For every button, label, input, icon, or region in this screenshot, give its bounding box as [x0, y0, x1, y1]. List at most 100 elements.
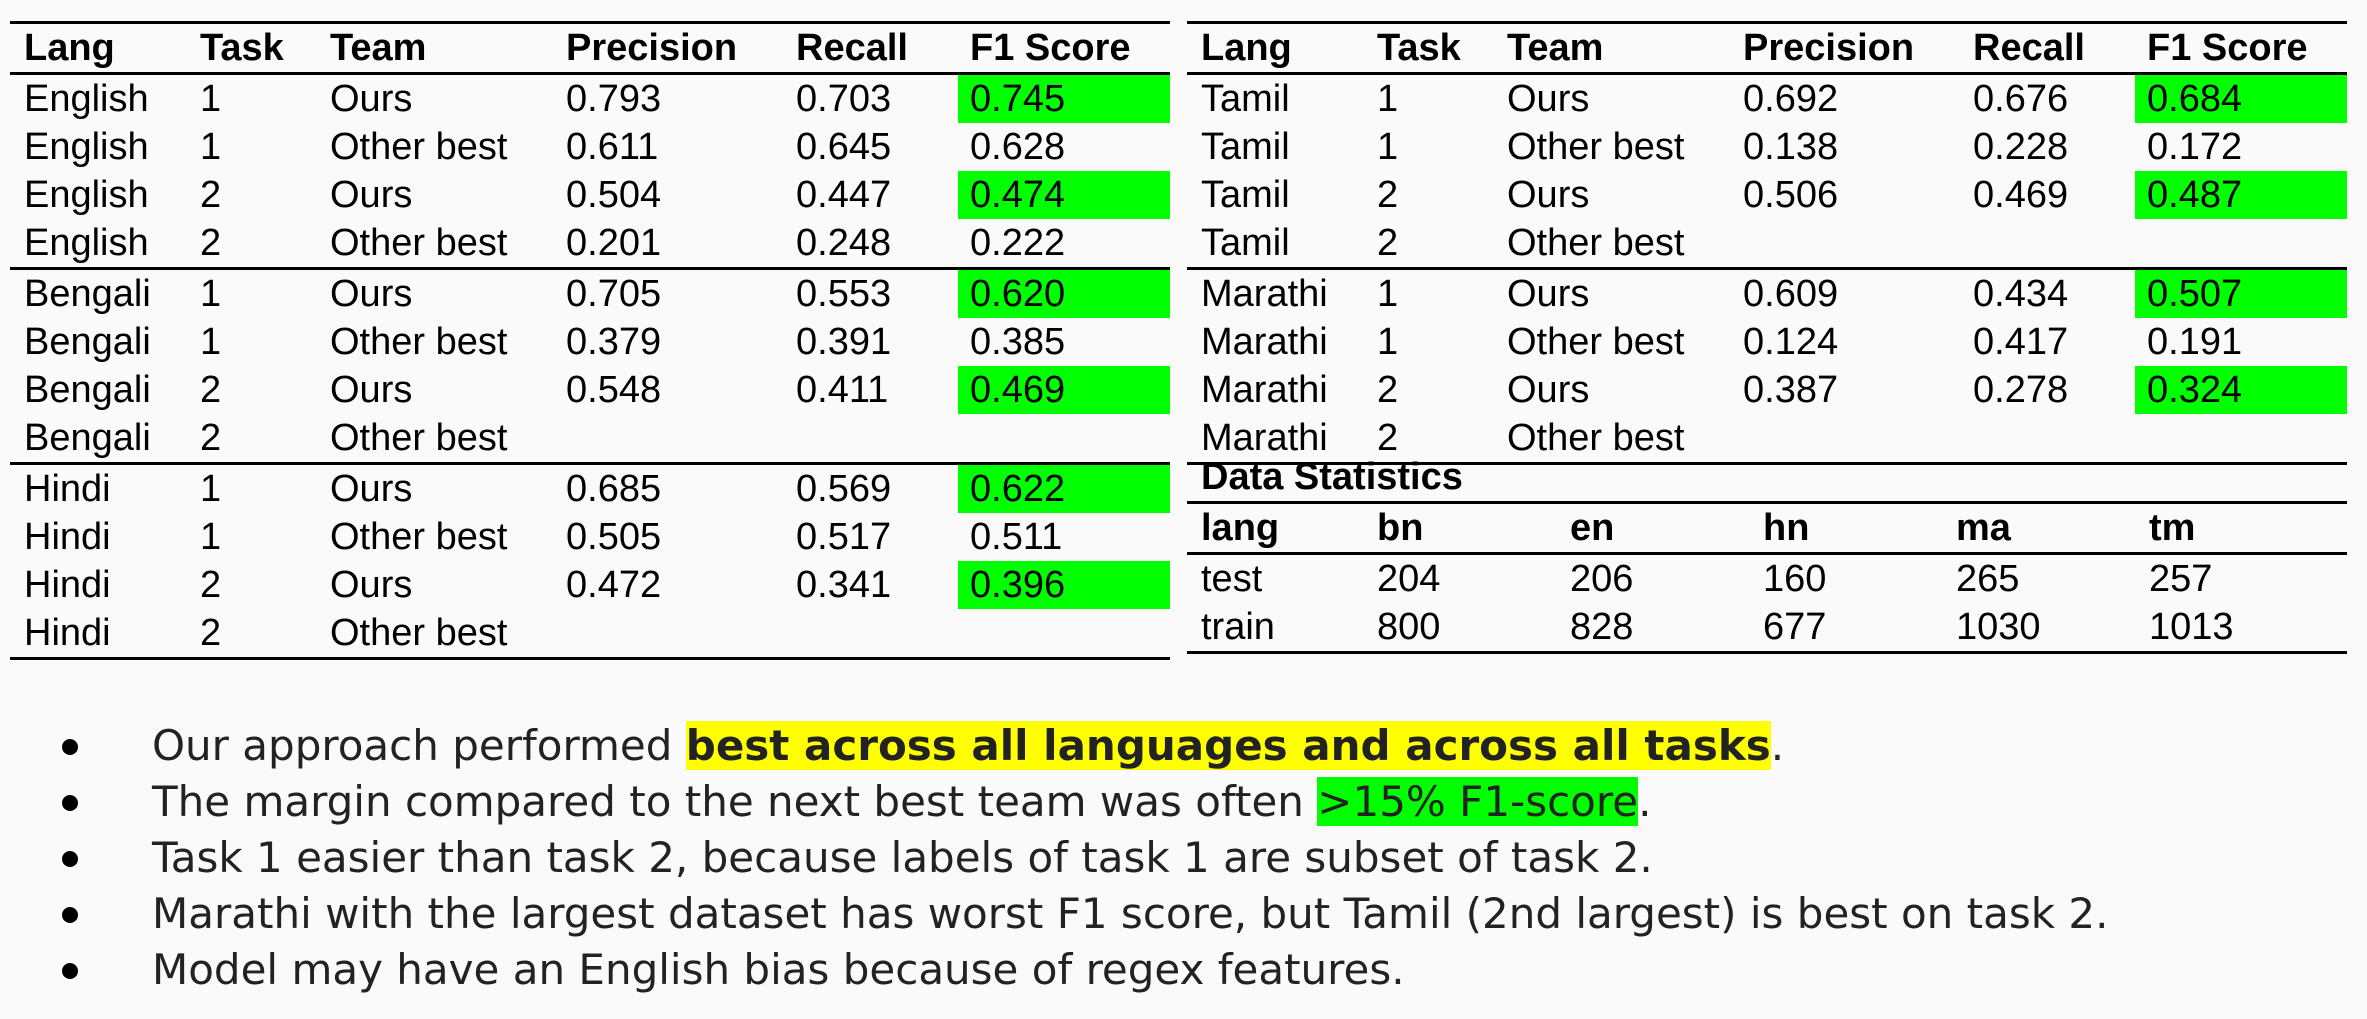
- f1-cell: 0.469: [958, 366, 1170, 414]
- recall-cell: 0.341: [796, 564, 892, 606]
- stats-cell: 206: [1570, 558, 1634, 600]
- bullet-dot-icon: [62, 907, 78, 923]
- team-cell: Other best: [330, 126, 508, 168]
- precision-cell: [1743, 219, 1973, 269]
- stats-title: Data Statistics: [1201, 456, 1463, 498]
- table-row: English 1 Ours 0.793 0.703 0.745: [10, 73, 1170, 123]
- stats-header-hn: hn: [1763, 501, 1956, 555]
- left-table-header-row: Lang Task Team Precision Recall F1 Score: [10, 22, 1170, 74]
- task-cell: 1: [200, 468, 222, 510]
- f1-cell: [958, 609, 1170, 659]
- bullet-text: Our approach performed: [152, 721, 686, 770]
- stats-row-train: train 800 828 677 1030 1013: [1187, 603, 2348, 653]
- stats-cell: 1013: [2149, 606, 2234, 648]
- stats-title-row: Data Statistics: [1187, 453, 2347, 503]
- recall-cell: 0.447: [796, 174, 892, 216]
- table-row: Tamil 1 Other best 0.138 0.228 0.172: [1187, 123, 2347, 171]
- precision-cell: [566, 609, 796, 659]
- task-cell: 2: [1377, 174, 1399, 216]
- stats-cell: train: [1201, 606, 1275, 648]
- recall-cell: 0.248: [796, 222, 892, 264]
- stats-cell: 800: [1377, 606, 1441, 648]
- recall-cell: 0.434: [1973, 273, 2069, 315]
- f1-cell: 0.745: [958, 73, 1170, 123]
- team-cell: Ours: [330, 78, 413, 120]
- bullet-dot-icon: [62, 739, 78, 755]
- recall-cell: 0.517: [796, 516, 892, 558]
- stats-cell: 257: [2149, 558, 2213, 600]
- table-row: Hindi 1 Other best 0.505 0.517 0.511: [10, 513, 1170, 561]
- team-cell: Ours: [1507, 369, 1590, 411]
- precision-cell: 0.505: [566, 516, 662, 558]
- header-f1: F1 Score: [970, 27, 1131, 69]
- precision-cell: 0.124: [1743, 321, 1839, 363]
- table-row: Hindi 2 Ours 0.472 0.341 0.396: [10, 561, 1170, 609]
- table-row: English 1 Other best 0.611 0.645 0.628: [10, 123, 1170, 171]
- left-results-table: Lang Task Team Precision Recall F1 Score…: [10, 21, 1170, 660]
- precision-cell: 0.506: [1743, 174, 1839, 216]
- lang-cell: Marathi: [1201, 369, 1328, 411]
- lang-cell: Tamil: [1201, 78, 1290, 120]
- lang-cell: English: [24, 126, 149, 168]
- stats-header-ma: ma: [1956, 501, 2149, 555]
- table-row: Marathi 2 Ours 0.387 0.278 0.324: [1187, 366, 2347, 414]
- table-row: Bengali 1 Other best 0.379 0.391 0.385: [10, 318, 1170, 366]
- team-cell: Other best: [330, 516, 508, 558]
- task-cell: 2: [1377, 417, 1399, 459]
- recall-cell: 0.391: [796, 321, 892, 363]
- table-row: Bengali 2 Ours 0.548 0.411 0.469: [10, 366, 1170, 414]
- f1-cell: 0.324: [2135, 366, 2347, 414]
- table-row: Hindi 1 Ours 0.685 0.569 0.622: [10, 463, 1170, 513]
- lang-cell: English: [24, 78, 149, 120]
- bullet-text: .: [1770, 721, 1785, 770]
- header-f1: F1 Score: [2147, 27, 2308, 69]
- team-cell: Other best: [330, 417, 508, 459]
- lang-cell: Hindi: [24, 564, 111, 606]
- lang-cell: Tamil: [1201, 222, 1290, 264]
- stats-header-en: en: [1570, 501, 1763, 555]
- highlighted-text: best across all languages and across all…: [685, 721, 1771, 770]
- bullet-item: Our approach performed best across all l…: [52, 718, 2109, 774]
- precision-cell: 0.793: [566, 78, 662, 120]
- task-cell: 1: [1377, 273, 1399, 315]
- task-cell: 1: [1377, 321, 1399, 363]
- header-team: Team: [1507, 27, 1604, 69]
- bullet-item: Model may have an English bias because o…: [52, 942, 2109, 998]
- lang-cell: Hindi: [24, 468, 111, 510]
- f1-cell: [958, 414, 1170, 464]
- stats-cell: 1030: [1956, 606, 2041, 648]
- recall-cell: 0.676: [1973, 78, 2069, 120]
- f1-cell: 0.222: [970, 222, 1066, 264]
- task-cell: 2: [200, 612, 222, 654]
- stats-cell: 677: [1763, 606, 1827, 648]
- team-cell: Other best: [330, 321, 508, 363]
- f1-cell: 0.628: [970, 126, 1066, 168]
- lang-cell: Marathi: [1201, 273, 1328, 315]
- lang-cell: Bengali: [24, 321, 151, 363]
- highlighted-text: >15% F1-score: [1317, 777, 1639, 826]
- header-task: Task: [1377, 27, 1461, 69]
- recall-cell: 0.411: [796, 369, 889, 411]
- stats-header-tm: tm: [2149, 501, 2348, 555]
- bullet-text: The margin compared to the next best tea…: [152, 777, 1318, 826]
- recall-cell: 0.228: [1973, 126, 2069, 168]
- lang-cell: Bengali: [24, 273, 151, 315]
- team-cell: Other best: [1507, 321, 1685, 363]
- task-cell: 2: [1377, 222, 1399, 264]
- stats-cell: 828: [1570, 606, 1634, 648]
- precision-cell: 0.548: [566, 369, 662, 411]
- recall-cell: 0.569: [796, 468, 892, 510]
- team-cell: Ours: [330, 564, 413, 606]
- bullet-item: Marathi with the largest dataset has wor…: [52, 886, 2109, 942]
- precision-cell: 0.379: [566, 321, 662, 363]
- f1-cell: 0.620: [958, 268, 1170, 318]
- task-cell: 2: [200, 417, 222, 459]
- stats-cell: test: [1201, 558, 1263, 600]
- findings-list: Our approach performed best across all l…: [52, 718, 2109, 998]
- bullet-text: Model may have an English bias because o…: [152, 945, 1405, 994]
- table-row: Tamil 2 Other best: [1187, 219, 2347, 269]
- recall-cell: [796, 609, 958, 659]
- f1-cell: 0.622: [958, 463, 1170, 513]
- stats-header-lang: lang: [1187, 501, 1377, 555]
- recall-cell: 0.645: [796, 126, 892, 168]
